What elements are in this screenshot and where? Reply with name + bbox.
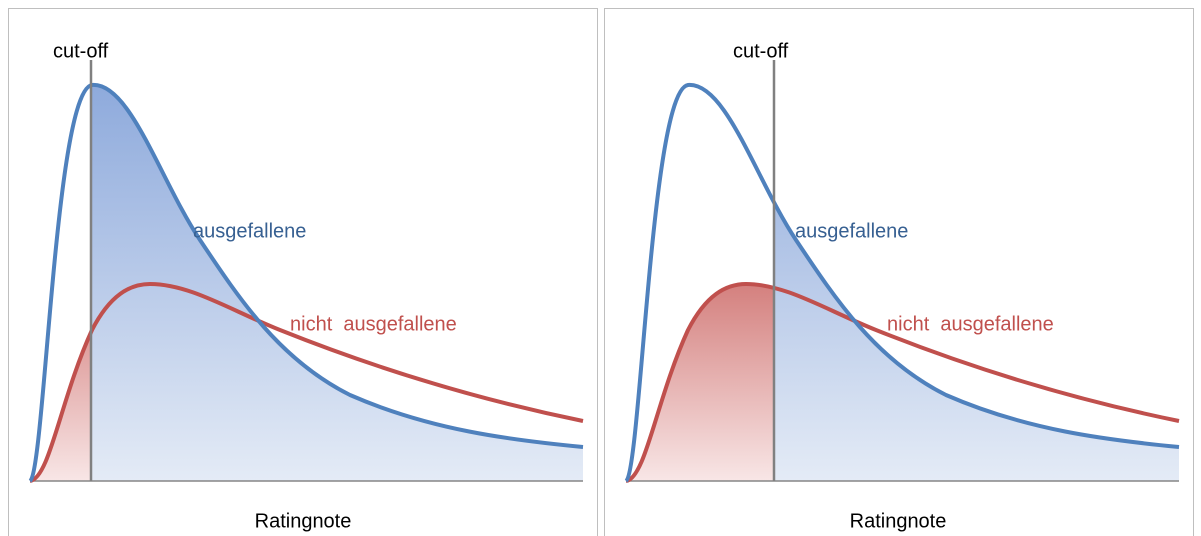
panel: cut-off ausgefallene nicht ausgefallene … [624, 40, 1181, 532]
x-axis-label: Ratingnote [850, 510, 947, 532]
non-defaulted-label: nicht ausgefallene [290, 313, 457, 335]
panel-border [8, 8, 598, 536]
defaulted-label: ausgefallene [795, 220, 908, 242]
cutoff-label: cut-off [733, 40, 789, 62]
panel: cut-off ausgefallene nicht ausgefallene … [8, 8, 598, 536]
x-axis-label: Ratingnote [255, 510, 352, 532]
panel-border [604, 8, 1194, 536]
cutoff-label: cut-off [53, 40, 109, 62]
defaulted-area [91, 84, 583, 481]
defaulted-label: ausgefallene [193, 220, 306, 242]
non-defaulted-label: nicht ausgefallene [887, 313, 1054, 335]
